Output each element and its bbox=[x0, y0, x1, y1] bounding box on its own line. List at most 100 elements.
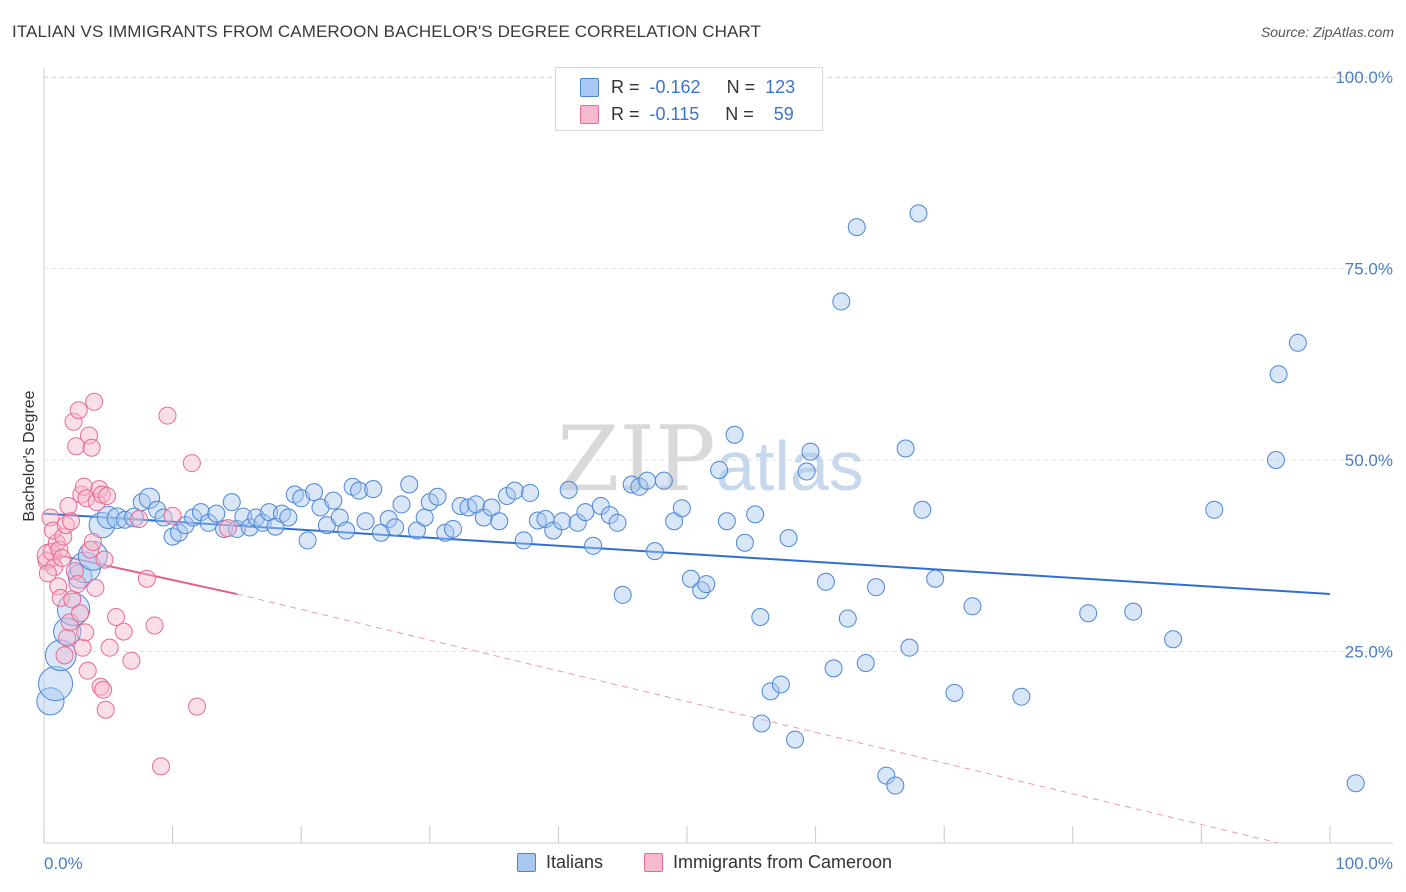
cameroon-point bbox=[96, 700, 115, 719]
italians-point bbox=[710, 460, 729, 479]
italians-point bbox=[672, 499, 691, 518]
bottom-legend-italians: Italians bbox=[517, 852, 603, 873]
italians-point bbox=[148, 500, 167, 519]
legend-r-label: R = bbox=[611, 76, 640, 97]
cameroon-point bbox=[62, 512, 81, 531]
italians-point bbox=[824, 659, 843, 678]
italians-point bbox=[88, 511, 116, 539]
italians-point bbox=[900, 638, 919, 657]
italians-point bbox=[896, 439, 915, 458]
italians-point bbox=[1205, 500, 1224, 519]
cameroon-point bbox=[54, 527, 73, 546]
italians-point bbox=[945, 683, 964, 702]
cameroon-point bbox=[85, 392, 104, 411]
legend-n-label: N = bbox=[725, 103, 754, 124]
legend-row-cameroon: R = -0.115 N = 59 bbox=[580, 102, 794, 126]
italians-point bbox=[521, 483, 540, 502]
italians-point bbox=[1124, 602, 1143, 621]
italians-point bbox=[717, 512, 736, 531]
italians-point bbox=[584, 536, 603, 555]
italians-point bbox=[761, 682, 780, 701]
italians-point bbox=[474, 508, 493, 527]
italians-point bbox=[877, 766, 896, 785]
italians-point bbox=[279, 508, 298, 527]
cameroon-point bbox=[158, 406, 177, 425]
bottom-legend-cameroon: Immigrants from Cameroon bbox=[644, 852, 892, 873]
italians-point bbox=[613, 585, 632, 604]
cameroon-point bbox=[73, 638, 92, 657]
cameroon-point bbox=[86, 578, 105, 597]
italians-point bbox=[1164, 630, 1183, 649]
italians-point bbox=[838, 609, 857, 628]
cameroon-point bbox=[137, 569, 156, 588]
italians-point bbox=[725, 425, 744, 444]
cameroon-point bbox=[60, 613, 79, 632]
italians-point bbox=[305, 483, 324, 502]
italians-point bbox=[324, 491, 343, 510]
italians-point bbox=[801, 442, 820, 461]
watermark-zip: ZIP bbox=[557, 407, 716, 512]
y-axis-label: Bachelor's Degree bbox=[21, 390, 38, 521]
cameroon-point bbox=[83, 532, 102, 551]
italians-point bbox=[553, 512, 572, 531]
cameroon-point bbox=[114, 622, 133, 641]
cameroon-point bbox=[95, 550, 114, 569]
cameroon-point bbox=[100, 638, 119, 657]
italians-point bbox=[692, 581, 711, 600]
italians-point bbox=[1288, 333, 1307, 352]
data-points bbox=[36, 204, 1365, 795]
x-tick-label-min: 0.0% bbox=[44, 854, 83, 873]
italians-point bbox=[1269, 365, 1288, 384]
cameroon-point bbox=[59, 496, 78, 515]
italians-point bbox=[654, 471, 673, 490]
italians-point bbox=[356, 512, 375, 531]
italians-point bbox=[913, 500, 932, 519]
italians-point bbox=[1079, 604, 1098, 623]
cameroon-point bbox=[122, 651, 141, 670]
cameroon-point bbox=[182, 454, 201, 473]
cameroon-point bbox=[71, 604, 90, 623]
italians-point bbox=[350, 481, 369, 500]
italians-point bbox=[779, 529, 798, 548]
italians-point bbox=[298, 531, 317, 550]
italians-point bbox=[514, 531, 533, 550]
italians-point bbox=[266, 517, 285, 536]
cameroon-point bbox=[218, 519, 237, 538]
italians-point bbox=[96, 505, 120, 530]
italians-point bbox=[482, 498, 501, 517]
italians-point bbox=[505, 481, 524, 500]
italians-point bbox=[38, 666, 74, 702]
italians-point bbox=[786, 730, 805, 749]
cameroon-point bbox=[188, 697, 207, 716]
ticks bbox=[43, 826, 1331, 843]
italians-point bbox=[415, 508, 434, 527]
chart-title: ITALIAN VS IMMIGRANTS FROM CAMEROON BACH… bbox=[12, 22, 761, 41]
legend-row-italians: R = -0.162 N = 123 bbox=[580, 75, 795, 99]
italians-point bbox=[222, 493, 241, 512]
italians-point bbox=[735, 533, 754, 552]
cameroon-point bbox=[145, 616, 164, 635]
y-tick-label: 50.0% bbox=[1345, 451, 1393, 470]
cameroon-point bbox=[58, 628, 77, 647]
cameroon-point bbox=[77, 489, 96, 508]
legend-cameroon-label: Immigrants from Cameroon bbox=[673, 852, 893, 872]
italians-point bbox=[926, 569, 945, 588]
legend-swatch-pink bbox=[580, 104, 599, 124]
italians-point bbox=[886, 776, 905, 795]
italians-point bbox=[697, 575, 716, 594]
italians-point bbox=[867, 578, 886, 597]
italians-point bbox=[816, 572, 835, 591]
grid-lines: 25.0%50.0%75.0%100.0% bbox=[44, 68, 1393, 662]
cameroon-point bbox=[91, 677, 110, 696]
italians-point bbox=[856, 653, 875, 672]
italians-point bbox=[963, 597, 982, 616]
correlation-legend: R = -0.162 N = 123 R = -0.115 N = 59 bbox=[555, 67, 823, 131]
cameroon-point bbox=[68, 575, 87, 594]
cameroon-point bbox=[53, 549, 72, 568]
italians-point bbox=[528, 511, 547, 530]
italians-point bbox=[443, 519, 462, 538]
cameroon-point bbox=[94, 680, 113, 699]
italians-point bbox=[392, 495, 411, 514]
italians-point bbox=[544, 521, 563, 540]
